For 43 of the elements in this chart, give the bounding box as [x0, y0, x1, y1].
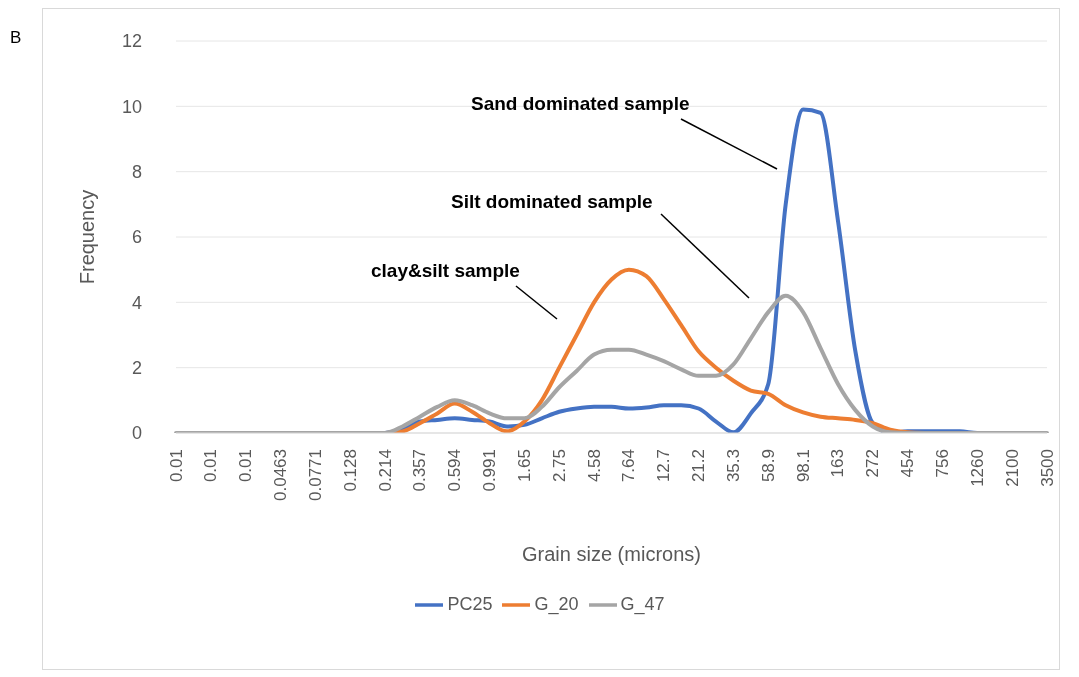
- x-tick-label: 0.214: [375, 449, 395, 492]
- line-series: [174, 293, 1049, 433]
- x-tick-label: 0.0771: [305, 449, 325, 501]
- y-tick-label: 6: [131, 227, 142, 248]
- x-tick-label: 0.01: [201, 449, 221, 483]
- x-tick-label: 4.58: [584, 449, 604, 483]
- x-tick-label: 0.357: [410, 449, 430, 492]
- y-axis-title: Frequency: [76, 189, 99, 285]
- x-tick-label: 0.01: [166, 449, 186, 483]
- x-tick-label: 0.128: [340, 449, 360, 492]
- annotation: clay&silt sample: [371, 260, 520, 282]
- x-tick-label: 272: [863, 449, 883, 478]
- x-tick-label: 756: [932, 449, 952, 478]
- x-tick-label: 0.01: [236, 449, 256, 483]
- y-tick-label: 0: [131, 423, 142, 444]
- x-tick-label: 58.9: [758, 449, 778, 483]
- annotation: Sand dominated sample: [471, 93, 690, 115]
- x-tick-label: 0.991: [480, 449, 500, 492]
- y-tick-label: 12: [121, 31, 142, 52]
- x-tick-label: 3500: [1037, 449, 1057, 487]
- x-tick-label: 0.0463: [271, 449, 291, 501]
- x-tick-label: 12.7: [654, 449, 674, 483]
- x-tick-label: 1260: [967, 449, 987, 487]
- x-axis-title: Grain size (microns): [522, 543, 701, 565]
- text: B: [10, 28, 22, 48]
- x-tick-label: 454: [898, 449, 918, 478]
- legend-label: G_20: [534, 593, 579, 614]
- x-tick-label: 2.75: [549, 449, 569, 483]
- y-tick-label: 2: [131, 358, 142, 379]
- x-tick-label: 35.3: [723, 449, 743, 483]
- x-tick-label: 0.594: [445, 449, 465, 492]
- x-tick-label: 98.1: [793, 449, 813, 483]
- legend-label: PC25: [447, 593, 493, 614]
- x-tick-label: 2100: [1002, 449, 1022, 487]
- x-tick-label: 21.2: [689, 449, 709, 483]
- x-tick-label: 1.65: [514, 449, 534, 483]
- y-tick-label: 4: [131, 292, 142, 313]
- annotation: Silt dominated sample: [451, 191, 653, 213]
- legend-label: G_47: [620, 593, 665, 614]
- x-tick-label: 7.64: [619, 449, 639, 483]
- y-tick-label: 8: [131, 162, 142, 183]
- y-tick-label: 10: [121, 96, 142, 117]
- x-tick-label: 163: [828, 449, 848, 478]
